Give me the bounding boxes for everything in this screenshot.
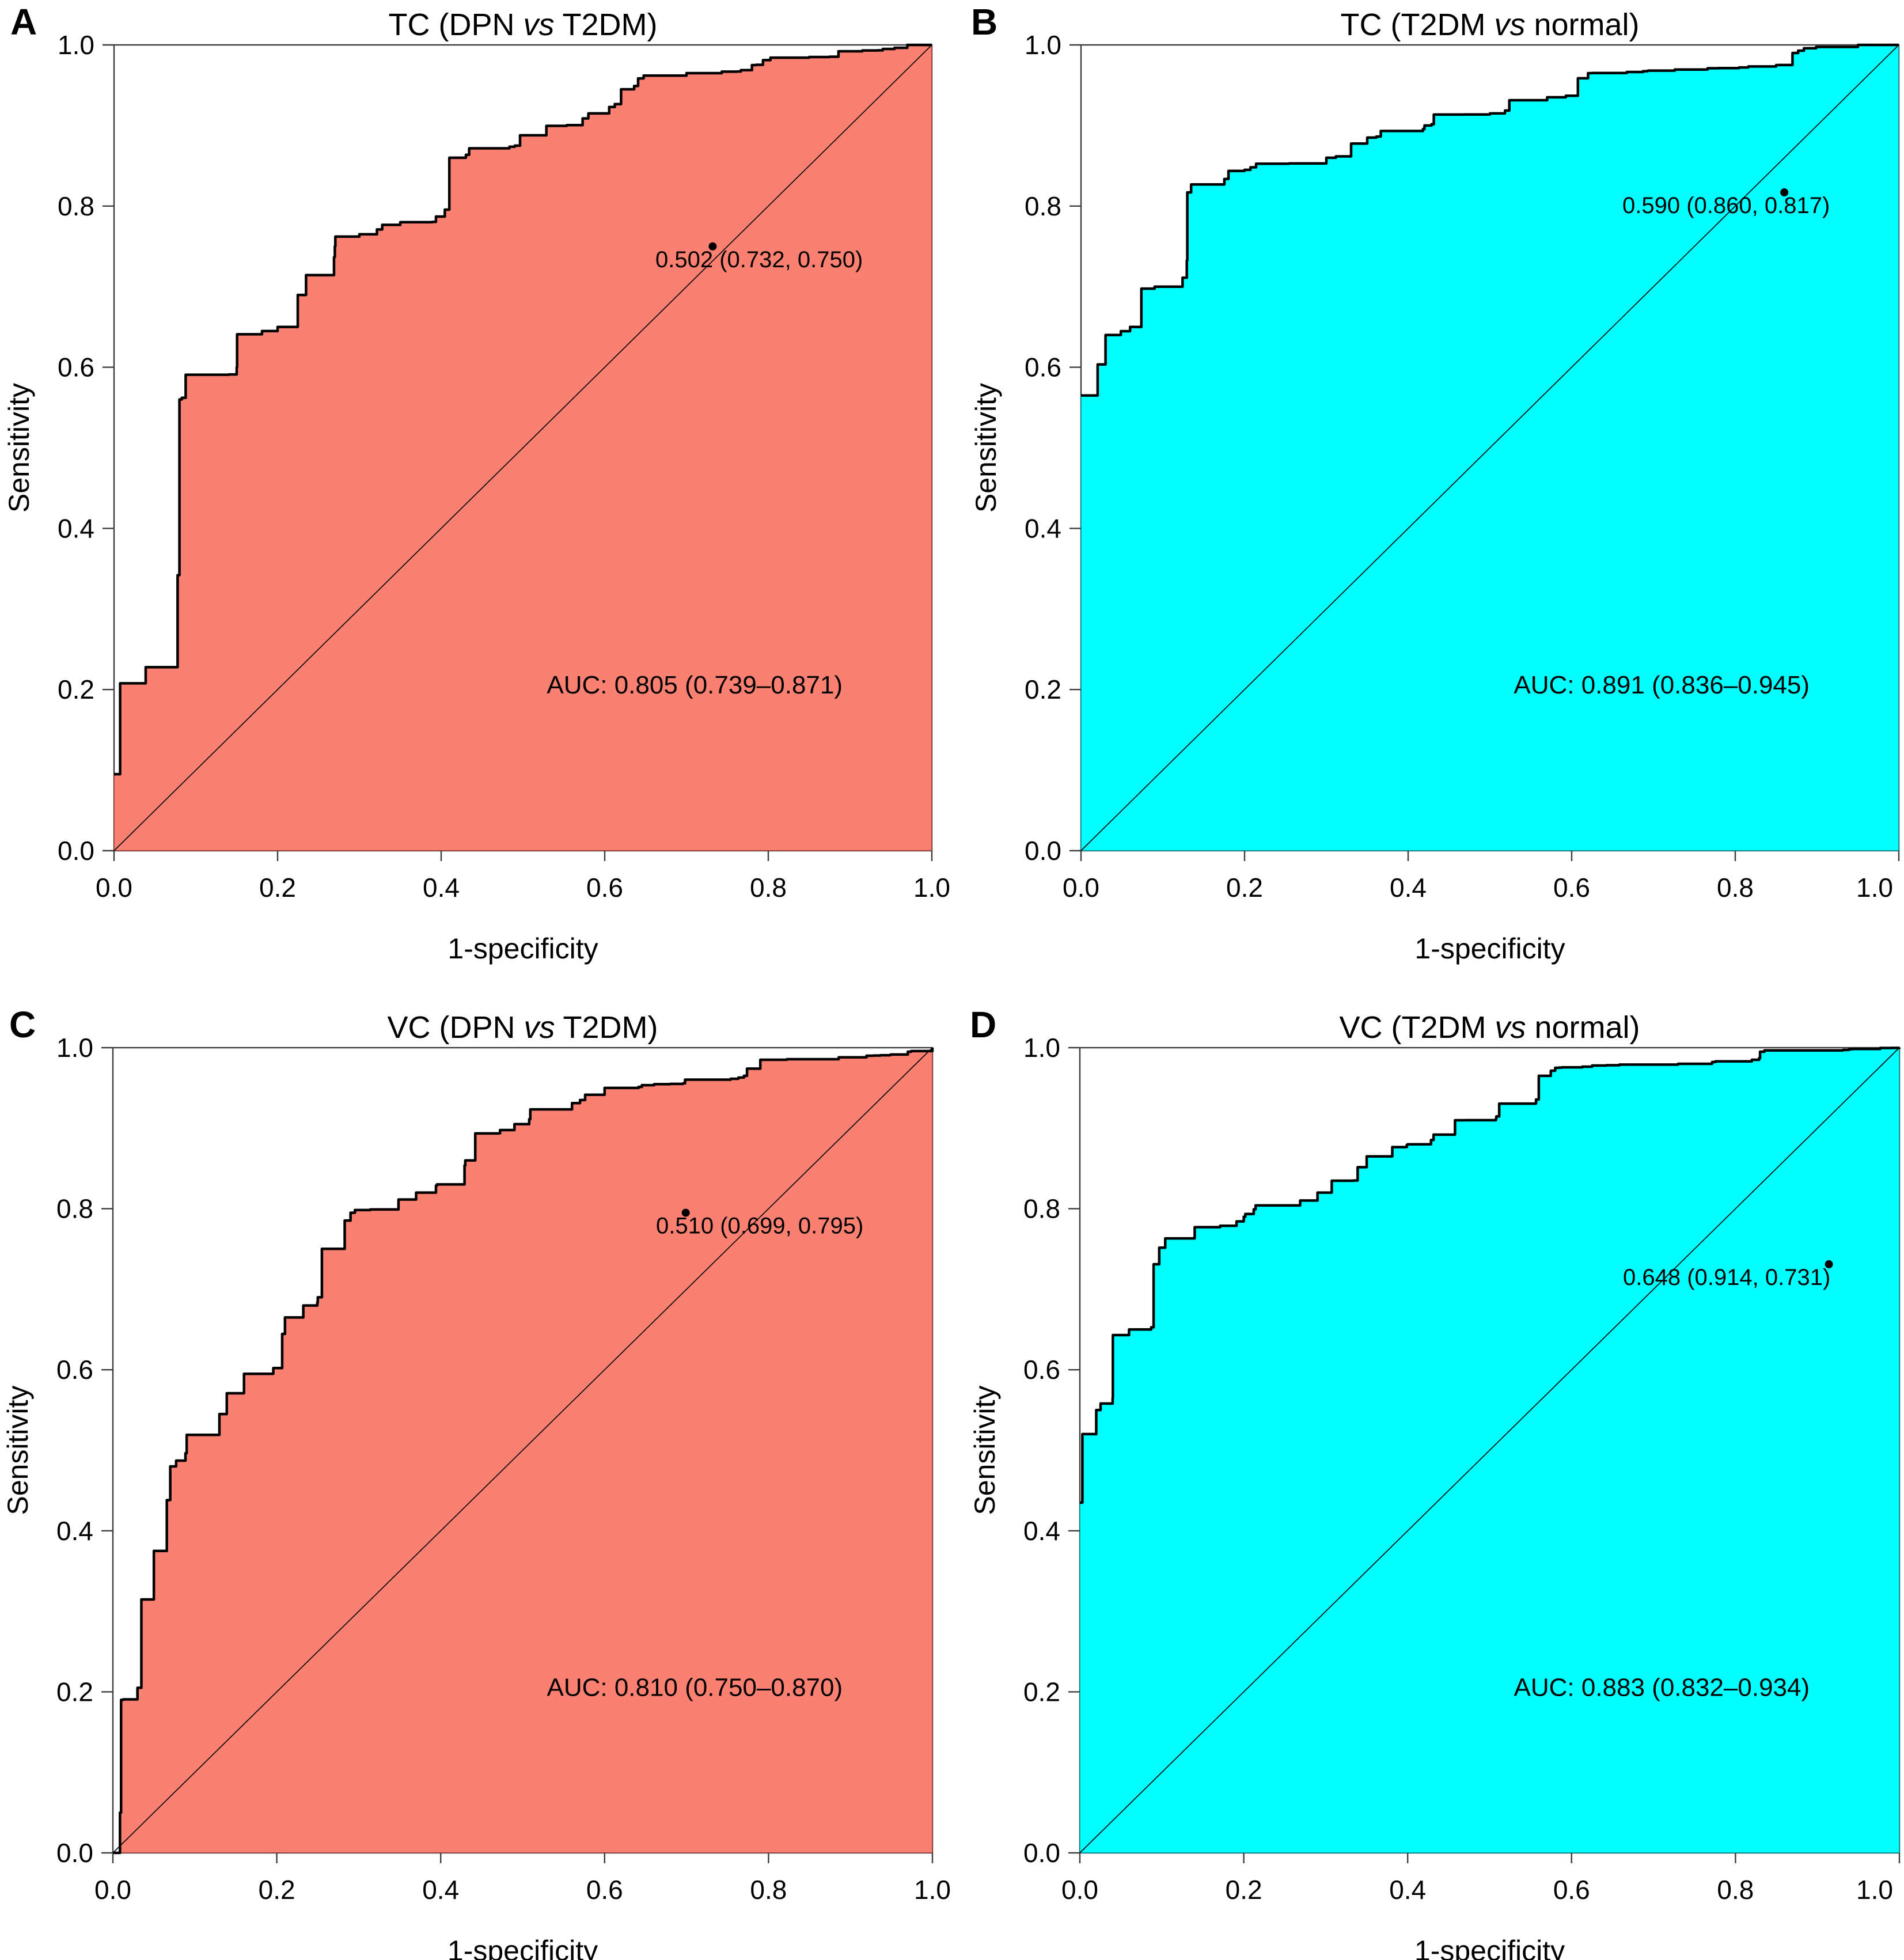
svg-text:0.2: 0.2 xyxy=(1023,1677,1060,1707)
svg-text:0.0: 0.0 xyxy=(56,1838,93,1868)
svg-text:0.2: 0.2 xyxy=(1226,1875,1262,1905)
svg-text:Sensitivity: Sensitivity xyxy=(970,383,1002,513)
svg-text:0.2: 0.2 xyxy=(1226,873,1263,903)
svg-text:0.2: 0.2 xyxy=(56,1677,93,1707)
svg-text:0.0: 0.0 xyxy=(96,873,132,903)
svg-text:1.0: 1.0 xyxy=(1023,1033,1060,1063)
svg-text:0.510 (0.699, 0.795): 0.510 (0.699, 0.795) xyxy=(656,1214,863,1239)
svg-text:1-specificity: 1-specificity xyxy=(447,1935,598,1960)
svg-text:0.8: 0.8 xyxy=(56,1194,93,1224)
svg-text:0.8: 0.8 xyxy=(750,1875,787,1905)
svg-text:0.6: 0.6 xyxy=(1553,873,1590,903)
svg-text:0.6: 0.6 xyxy=(56,1355,93,1385)
svg-text:TC (DPN vs T2DM): TC (DPN vs T2DM) xyxy=(389,7,658,42)
svg-text:B: B xyxy=(971,1,997,43)
svg-text:1-specificity: 1-specificity xyxy=(447,932,598,965)
svg-text:0.8: 0.8 xyxy=(1717,1875,1754,1905)
svg-text:AUC: 0.810 (0.750–0.870): AUC: 0.810 (0.750–0.870) xyxy=(547,1673,843,1701)
svg-text:1.0: 1.0 xyxy=(913,873,950,903)
svg-text:0.590 (0.860, 0.817): 0.590 (0.860, 0.817) xyxy=(1622,193,1830,218)
svg-text:1.0: 1.0 xyxy=(1856,1875,1893,1905)
svg-text:0.6: 0.6 xyxy=(58,352,94,382)
svg-text:AUC: 0.883 (0.832–0.934): AUC: 0.883 (0.832–0.934) xyxy=(1514,1673,1810,1701)
svg-text:1.0: 1.0 xyxy=(1856,873,1893,903)
svg-text:0.0: 0.0 xyxy=(58,836,94,866)
svg-text:0.4: 0.4 xyxy=(1389,1875,1426,1905)
svg-text:0.0: 0.0 xyxy=(1025,836,1061,866)
svg-text:1.0: 1.0 xyxy=(58,30,94,60)
svg-text:TC (T2DM vs normal): TC (T2DM vs normal) xyxy=(1340,7,1639,42)
svg-text:AUC: 0.805 (0.739–0.871): AUC: 0.805 (0.739–0.871) xyxy=(547,671,843,699)
svg-text:0.0: 0.0 xyxy=(1061,1875,1098,1905)
svg-text:0.4: 0.4 xyxy=(422,1875,459,1905)
svg-text:0.2: 0.2 xyxy=(259,1875,295,1905)
svg-text:0.0: 0.0 xyxy=(1023,1838,1060,1868)
svg-text:0.4: 0.4 xyxy=(56,1516,93,1546)
svg-text:0.6: 0.6 xyxy=(586,1875,623,1905)
svg-text:0.8: 0.8 xyxy=(750,873,787,903)
svg-text:0.6: 0.6 xyxy=(586,873,623,903)
svg-text:0.8: 0.8 xyxy=(58,191,94,221)
svg-text:0.2: 0.2 xyxy=(1025,674,1061,704)
svg-text:Sensitivity: Sensitivity xyxy=(3,383,35,513)
svg-text:0.4: 0.4 xyxy=(423,873,460,903)
svg-text:VC (DPN vs T2DM): VC (DPN vs T2DM) xyxy=(387,1010,658,1045)
svg-text:0.8: 0.8 xyxy=(1025,191,1061,221)
svg-text:1.0: 1.0 xyxy=(56,1033,93,1063)
svg-text:0.4: 0.4 xyxy=(58,513,94,543)
svg-text:Sensitivity: Sensitivity xyxy=(969,1385,1001,1515)
svg-text:AUC: 0.891 (0.836–0.945): AUC: 0.891 (0.836–0.945) xyxy=(1514,671,1810,699)
svg-text:1.0: 1.0 xyxy=(914,1875,951,1905)
svg-text:0.4: 0.4 xyxy=(1025,513,1061,543)
svg-text:0.0: 0.0 xyxy=(1063,873,1099,903)
svg-text:0.2: 0.2 xyxy=(259,873,296,903)
svg-text:0.8: 0.8 xyxy=(1023,1194,1060,1224)
svg-text:0.502 (0.732, 0.750): 0.502 (0.732, 0.750) xyxy=(655,247,863,272)
svg-text:VC (T2DM vs normal): VC (T2DM vs normal) xyxy=(1339,1010,1640,1045)
svg-text:1-specificity: 1-specificity xyxy=(1414,1935,1565,1960)
svg-text:1.0: 1.0 xyxy=(1025,30,1061,60)
svg-text:D: D xyxy=(970,1004,996,1045)
svg-text:0.8: 0.8 xyxy=(1717,873,1754,903)
svg-text:0.2: 0.2 xyxy=(58,674,94,704)
svg-text:0.6: 0.6 xyxy=(1025,352,1061,382)
svg-text:0.6: 0.6 xyxy=(1023,1355,1060,1385)
svg-text:C: C xyxy=(9,1004,36,1045)
svg-text:Sensitivity: Sensitivity xyxy=(2,1385,34,1515)
svg-text:0.6: 0.6 xyxy=(1553,1875,1590,1905)
svg-text:0.4: 0.4 xyxy=(1390,873,1427,903)
svg-text:1-specificity: 1-specificity xyxy=(1414,932,1565,965)
svg-text:0.648 (0.914, 0.731): 0.648 (0.914, 0.731) xyxy=(1623,1265,1830,1290)
svg-text:0.0: 0.0 xyxy=(94,1875,131,1905)
svg-text:0.4: 0.4 xyxy=(1023,1516,1060,1546)
svg-text:A: A xyxy=(10,1,37,43)
